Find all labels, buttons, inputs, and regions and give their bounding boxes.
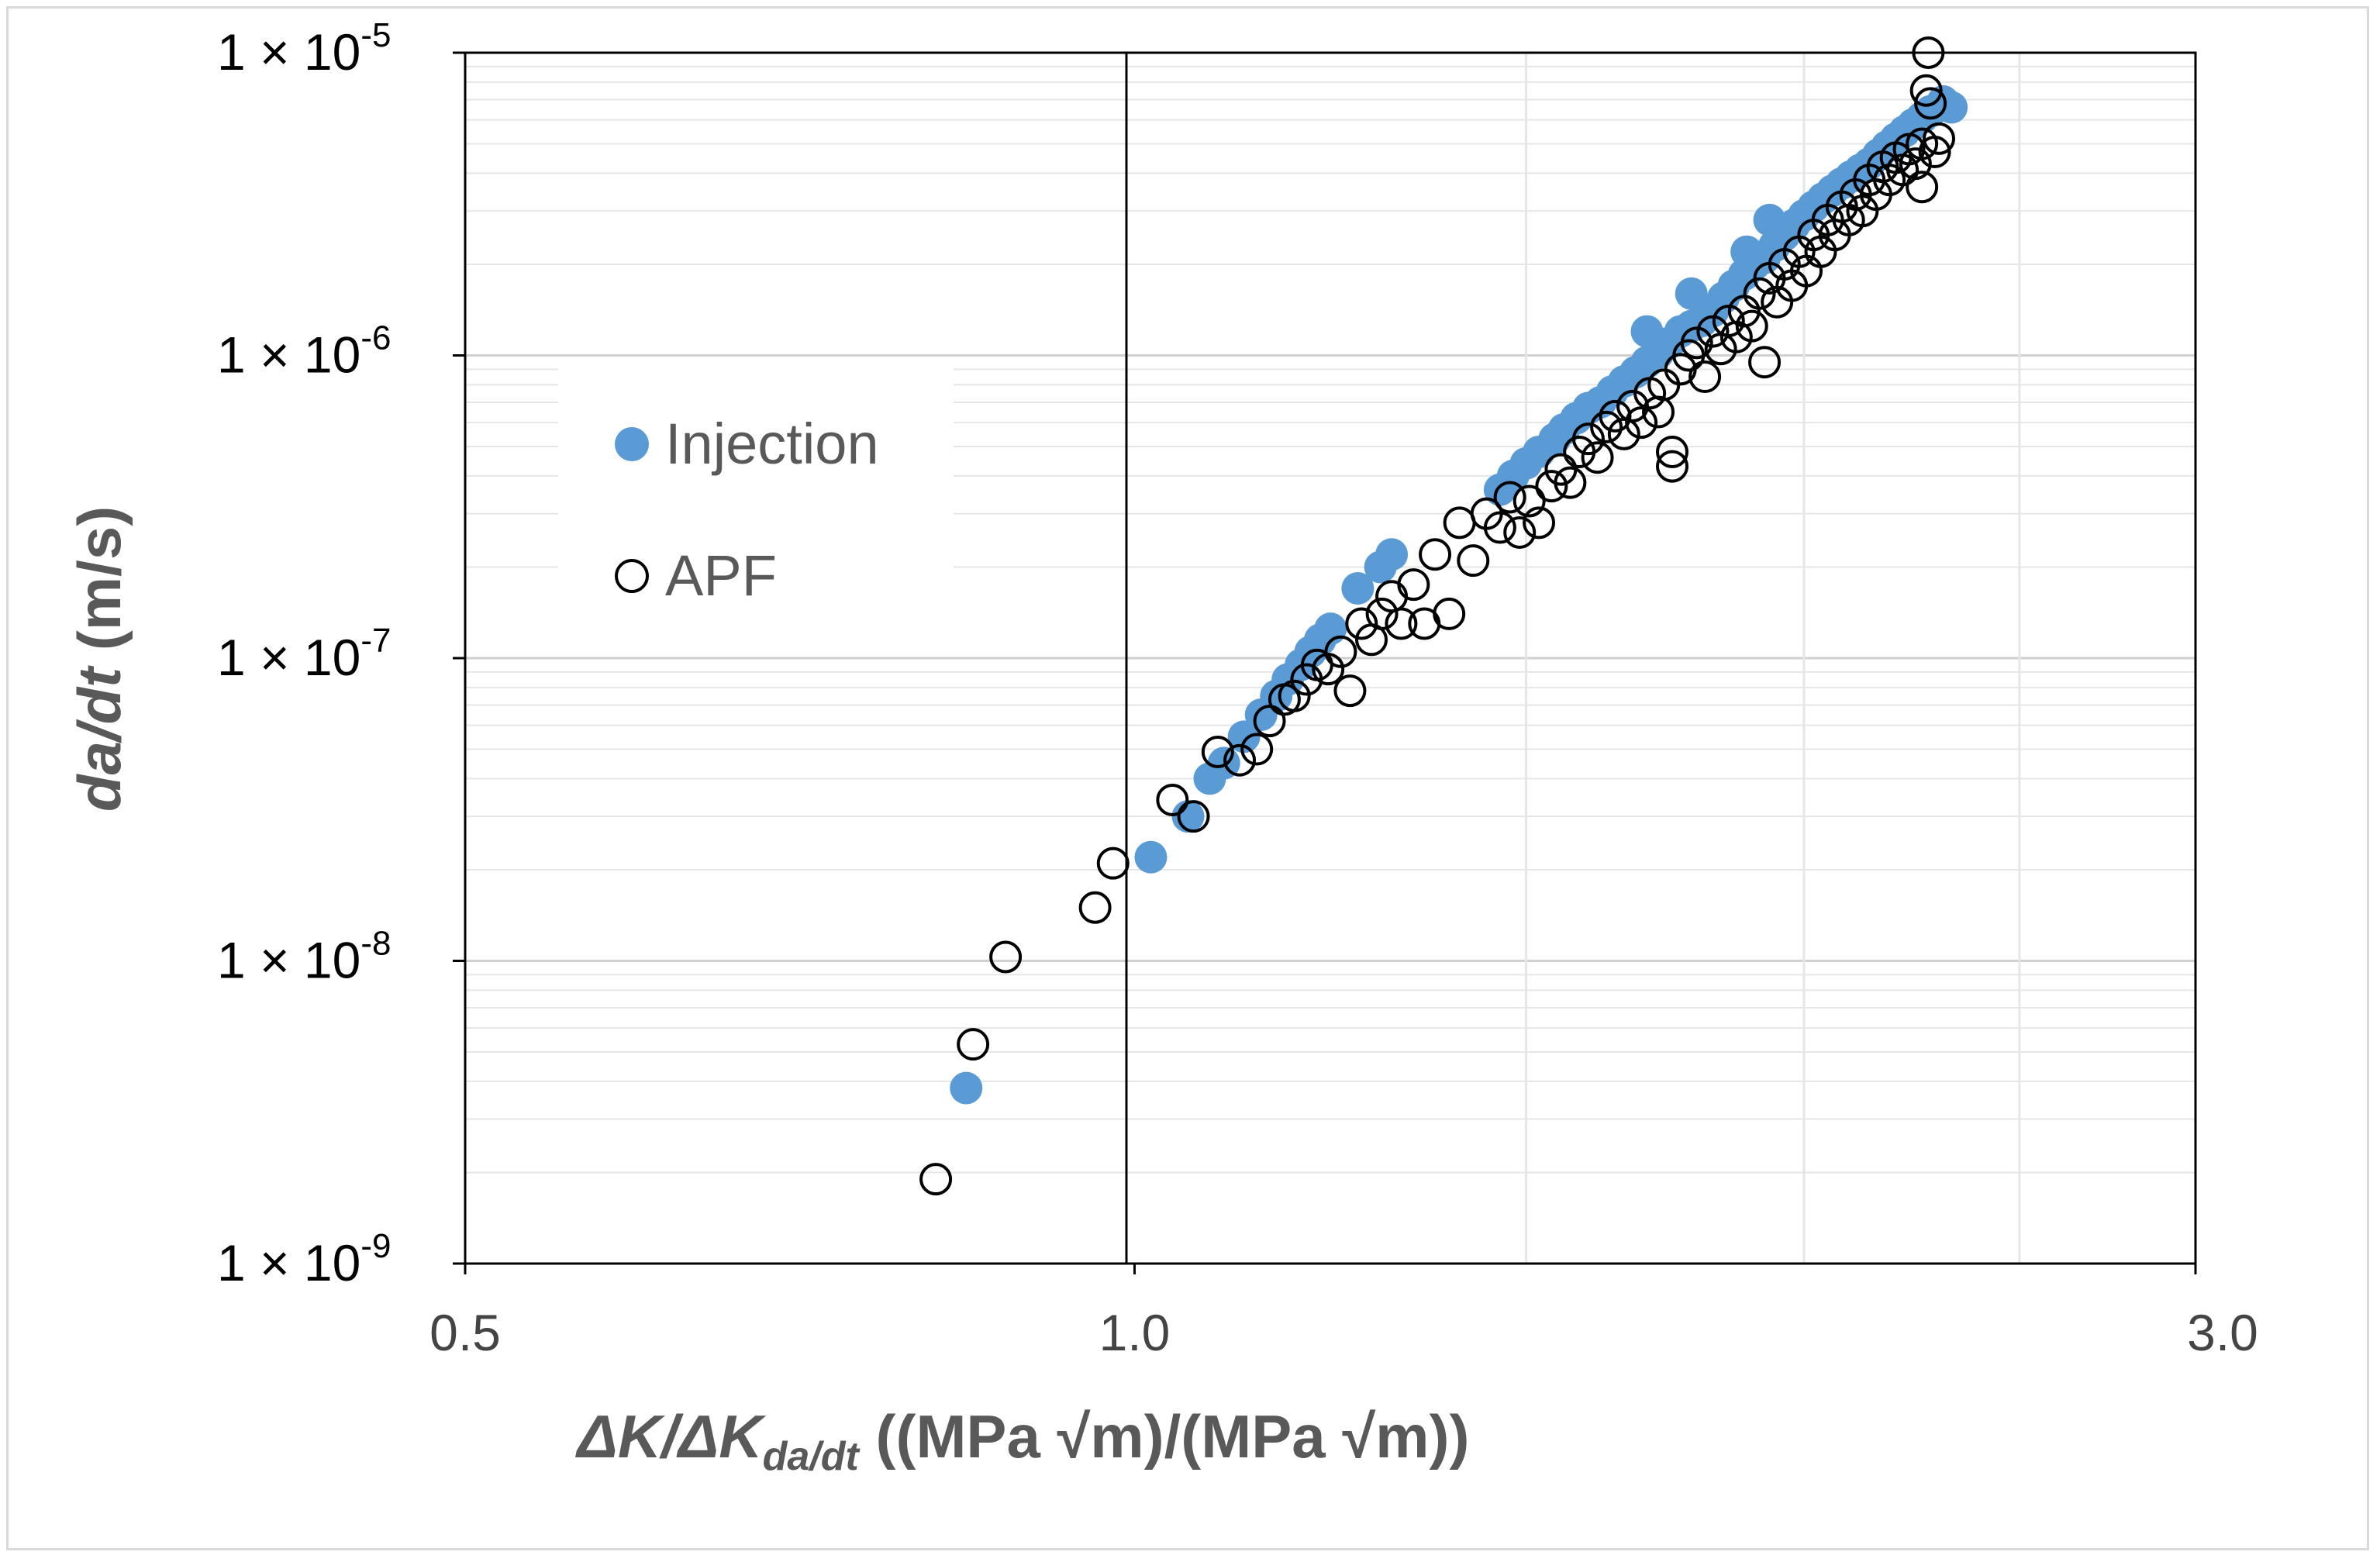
y-tick-exponent: -9 xyxy=(360,1227,391,1265)
y-tick-label: 1 × 10-8 xyxy=(217,925,391,989)
y-tick-label: 1 × 10-9 xyxy=(217,1227,391,1291)
y-tick-exponent: -5 xyxy=(360,16,391,54)
apf-point xyxy=(1554,466,1587,499)
apf-point xyxy=(989,940,1023,974)
injection-point xyxy=(1675,277,1708,310)
apf-point xyxy=(1688,360,1722,394)
apf-point xyxy=(1581,441,1614,474)
y-axis-label-italic: da/dt xyxy=(65,665,133,812)
apf-point xyxy=(1906,171,1939,204)
apf-point xyxy=(1312,653,1345,686)
y-tick-label: 1 × 10-6 xyxy=(217,319,391,384)
apf-point xyxy=(1735,309,1768,343)
x-axis-ticks: 0.5 1.0 3.0 xyxy=(429,1264,2258,1361)
injection-point xyxy=(950,1071,983,1105)
apf-point xyxy=(1748,346,1782,379)
apf-point xyxy=(1680,326,1713,360)
apf-point xyxy=(1616,389,1650,422)
apf-point xyxy=(919,1163,953,1196)
injection-point xyxy=(1753,203,1786,236)
y-tick-exponent: -7 xyxy=(360,622,391,660)
apf-point xyxy=(1493,481,1526,514)
apf-point xyxy=(1201,735,1234,768)
apf-point xyxy=(1571,422,1605,456)
injection-point xyxy=(1171,800,1205,833)
chart-frame xyxy=(6,6,2369,1550)
apf-point xyxy=(1909,74,1943,107)
apf-point xyxy=(1483,511,1516,544)
y-tick-exponent: -6 xyxy=(360,319,391,357)
apf-point xyxy=(1599,399,1632,433)
series-apf xyxy=(919,36,1956,1196)
apf-point xyxy=(1912,36,1945,69)
apf-point xyxy=(1385,607,1418,640)
apf-point xyxy=(1433,597,1466,630)
legend-label-apf: APF xyxy=(665,543,777,608)
apf-point xyxy=(1918,136,1951,169)
apf-point xyxy=(1696,315,1730,348)
legend-marker-injection xyxy=(615,427,649,461)
apf-point xyxy=(1457,544,1490,578)
x-axis-label-main: ΔK/ΔK xyxy=(575,1402,767,1471)
injection-point xyxy=(1375,538,1409,571)
apf-point xyxy=(1923,122,1956,155)
apf-point xyxy=(1333,674,1367,708)
apf-point xyxy=(1625,406,1658,440)
injection-point xyxy=(1630,315,1664,348)
y-tick-label: 1 × 10-5 xyxy=(217,16,391,81)
apf-point xyxy=(1324,635,1357,668)
apf-point xyxy=(1656,450,1689,483)
y-axis-label: da/dt (m/s) xyxy=(65,506,133,812)
apf-point xyxy=(957,1028,990,1061)
apf-point xyxy=(1177,800,1210,833)
legend-marker-apf xyxy=(615,559,649,593)
x-tick-label: 1.0 xyxy=(1099,1304,1171,1361)
apf-point xyxy=(1656,435,1689,468)
x-axis-label-units: ((MPa √m)/(MPa √m)) xyxy=(859,1402,1470,1471)
series-injection xyxy=(950,84,1968,1105)
legend-label-injection: Injection xyxy=(665,412,879,476)
injection-point xyxy=(1134,840,1168,874)
y-tick-label: 1 × 10-7 xyxy=(217,622,391,686)
injection-point xyxy=(1341,572,1375,605)
apf-point xyxy=(1253,705,1286,738)
apf-point xyxy=(1513,484,1546,518)
apf-point xyxy=(1590,410,1623,443)
x-axis-label-subscript: da/dt xyxy=(763,1434,861,1479)
x-tick-label: 3.0 xyxy=(2187,1304,2258,1361)
apf-point xyxy=(1443,506,1476,540)
y-axis-ticks: 1 × 10-5 1 × 10-6 1 × 10-7 1 × 10-8 1 × 10-9 xyxy=(217,16,465,1291)
apf-point xyxy=(1397,568,1430,602)
apf-point xyxy=(1535,470,1568,503)
x-tick-label: 0.5 xyxy=(429,1304,501,1361)
y-tick-exponent: -8 xyxy=(360,925,391,963)
apf-point xyxy=(1712,305,1745,338)
x-axis-label: ΔK/ΔKda/dt ((MPa √m)/(MPa √m)) xyxy=(575,1402,1470,1479)
apf-point xyxy=(1278,679,1311,712)
injection-point xyxy=(1730,235,1764,268)
y-axis-label-units: (m/s) xyxy=(65,506,133,667)
apf-point xyxy=(1096,847,1130,880)
apf-point xyxy=(1914,87,1947,120)
apf-point xyxy=(1419,538,1452,571)
apf-point xyxy=(1156,783,1189,816)
legend-box xyxy=(558,364,954,574)
apf-point xyxy=(1078,891,1112,924)
apf-point xyxy=(1899,147,1932,181)
apf-point xyxy=(1223,743,1257,777)
apf-point xyxy=(1365,597,1399,630)
apf-point xyxy=(1523,506,1556,540)
apf-point xyxy=(1503,515,1537,549)
apf-point xyxy=(1375,580,1409,613)
legend: Injection APF xyxy=(558,364,954,608)
apf-point xyxy=(1240,733,1274,766)
apf-point xyxy=(1345,607,1378,640)
